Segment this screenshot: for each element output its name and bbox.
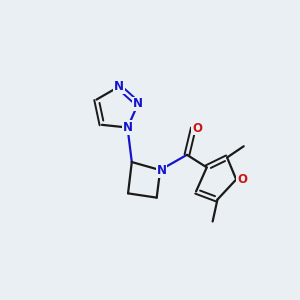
Text: O: O xyxy=(192,122,203,135)
Text: O: O xyxy=(237,173,247,186)
Text: N: N xyxy=(114,80,124,93)
Text: N: N xyxy=(157,164,166,177)
Text: N: N xyxy=(123,121,133,134)
Text: N: N xyxy=(133,98,143,110)
